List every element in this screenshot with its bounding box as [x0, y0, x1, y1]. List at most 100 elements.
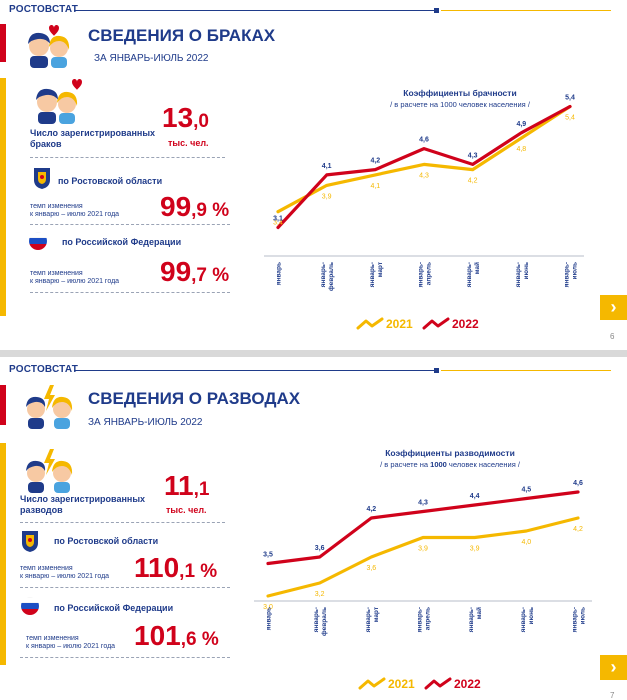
accent-bar-red	[0, 385, 6, 425]
brand-logo-text: РОСТОВСТАТ	[9, 364, 79, 375]
separator	[30, 157, 225, 158]
data-label-2022: 4,6	[419, 137, 429, 144]
data-label-2021: 5,4	[565, 115, 575, 122]
divorce-rate-chart: 3,0 3,2 3,6 3,9 3,9 4,0 4,2 3,5 3,6 4,2 4,3 4,4 4,5 4…	[254, 480, 592, 691]
region-rate-value: 99,9 %	[160, 191, 230, 222]
category-label-part: январь-	[313, 607, 320, 632]
rf-label: по Российской Федерации	[54, 603, 174, 613]
category-label-part: июль	[572, 262, 579, 280]
data-label-2021: 4,3	[419, 172, 429, 179]
data-label-2021: 3,9	[418, 546, 428, 553]
data-label-2021: 4,2	[573, 526, 583, 533]
category-label-part: январь-	[468, 607, 475, 632]
category-label-part: апрель	[425, 607, 432, 630]
header-rule-square	[434, 8, 439, 13]
category-label-part: январь-	[572, 607, 579, 632]
data-label-2022: 4,6	[573, 480, 583, 487]
region-rate-label: темп изменения к январю – июлю 2021 года	[20, 565, 110, 580]
separator	[20, 587, 230, 588]
slide-divorces: РОСТОВСТАТ СВЕДЕНИЯ О РАЗВОДАХ ЗА ЯНВАРЬ…	[0, 357, 627, 700]
couple-lightning-icon	[26, 449, 73, 493]
legend-item-2021: 2021	[356, 317, 413, 331]
category-tick-label: январь-июнь	[520, 607, 535, 632]
page-subtitle: ЗА ЯНВАРЬ-ИЮЛЬ 2022	[88, 417, 203, 428]
slide-marriages: РОСТОВСТАТ СВЕДЕНИЯ О БРАКАХ ЗА ЯНВАРЬ-И…	[0, 4, 627, 341]
accent-bar-red	[0, 24, 6, 62]
header-rule-square	[434, 368, 439, 373]
data-label-2021: 4,2	[468, 178, 478, 185]
chart-title: Коэффициенты разводимости	[385, 448, 515, 458]
data-label-2021: 3,0	[263, 604, 273, 611]
category-tick-label: январь-март	[365, 607, 380, 632]
legend-item-2022: 2022	[422, 317, 479, 331]
rf-label: по Российской Федерации	[62, 237, 182, 247]
legend-item-2022: 2022	[424, 677, 481, 691]
separator	[30, 224, 230, 225]
category-label-part: январь-	[466, 262, 473, 287]
region-rate-label: темп изменения к январю – июлю 2021 года	[30, 203, 120, 218]
series-line-2022	[276, 104, 572, 230]
region-label: по Ростовской области	[58, 176, 163, 186]
category-tick-label: январь	[266, 607, 273, 630]
page-title: СВЕДЕНИЯ О РАЗВОДАХ	[88, 389, 301, 408]
next-page-button[interactable]: ›	[600, 655, 627, 680]
category-label-part: май	[473, 262, 481, 274]
legend-label-2022: 2022	[452, 317, 479, 331]
category-label-part: январь-	[564, 262, 571, 287]
data-label-2022: 5,4	[565, 95, 575, 102]
accent-bar-yellow	[0, 443, 6, 665]
category-label-part: май	[475, 607, 483, 619]
marriage-rate-chart: 3,4 3,9 4,1 4,3 4,2 4,8 5,4 3,1 4,1 4,2 4,6 4,3 4,9 5…	[264, 95, 584, 331]
header-rule-blue	[74, 370, 434, 371]
page-title: СВЕДЕНИЯ О БРАКАХ	[88, 26, 276, 45]
category-label-part: январь-	[418, 262, 425, 287]
rf-rate-value: 99,7 %	[160, 256, 230, 287]
divorces-count-unit: тыс. чел.	[166, 505, 207, 515]
legend-swatch-2022	[424, 677, 452, 690]
chart-subtitle: / в расчете на 1000 человек населения /	[390, 100, 530, 109]
category-tick-label: январь-февраль	[313, 607, 328, 636]
data-label-2021: 3,2	[315, 591, 325, 598]
category-label-part: март	[377, 262, 384, 277]
data-label-2022: 4,2	[370, 158, 380, 165]
chart-subtitle: / в расчете на 1000 человек населения /	[380, 460, 520, 469]
category-label-part: март	[373, 607, 380, 622]
data-label-2022: 4,5	[521, 487, 531, 494]
data-label-2021: 3,6	[366, 565, 376, 572]
category-tick-label: январь-апрель	[417, 607, 432, 632]
data-label-2021: 3,9	[322, 193, 332, 200]
category-label-part: февраль	[328, 262, 335, 291]
legend-label-2022: 2022	[454, 677, 481, 691]
region-rate-value: 110,1 %	[134, 552, 218, 583]
category-tick-label: январь-май	[466, 262, 481, 287]
brand-logo-text: РОСТОВСТАТ	[9, 4, 79, 15]
data-label-2022: 4,4	[470, 493, 480, 500]
marriages-count-unit: тыс. чел.	[168, 138, 209, 148]
data-label-2022: 4,1	[322, 163, 332, 170]
page-subtitle: ЗА ЯНВАРЬ-ИЮЛЬ 2022	[94, 53, 209, 64]
category-label-part: февраль	[321, 607, 328, 636]
category-label-part: январь-	[365, 607, 372, 632]
legend-swatch-2021	[358, 677, 386, 690]
category-tick-label: январь-апрель	[418, 262, 433, 287]
category-label-part: январь-	[520, 607, 527, 632]
legend-swatch-2022	[422, 317, 450, 330]
header-rule-yellow	[441, 370, 611, 371]
next-page-button[interactable]: ›	[600, 295, 627, 320]
rostov-emblem-icon	[22, 531, 38, 552]
series-line-2021	[276, 104, 572, 214]
chart-title: Коэффициенты брачности	[403, 88, 517, 98]
header-rule-yellow	[441, 10, 611, 11]
category-label-part: июнь	[523, 262, 530, 279]
divorces-count-label: Число зарегистрированных разводов	[20, 494, 146, 515]
rostov-emblem-icon	[34, 168, 50, 189]
category-label-part: апрель	[426, 262, 433, 285]
data-label-2022: 3,1	[273, 215, 283, 222]
category-label-part: июль	[580, 607, 587, 625]
series-line-2022	[266, 490, 580, 566]
category-label-part: январь-	[320, 262, 327, 287]
category-tick-label: январь	[276, 262, 283, 285]
category-label-part: январь	[276, 262, 283, 285]
rf-rate-label: темп изменения к январю – июлю 2021 года	[26, 635, 116, 650]
series-line-2021	[266, 516, 580, 598]
